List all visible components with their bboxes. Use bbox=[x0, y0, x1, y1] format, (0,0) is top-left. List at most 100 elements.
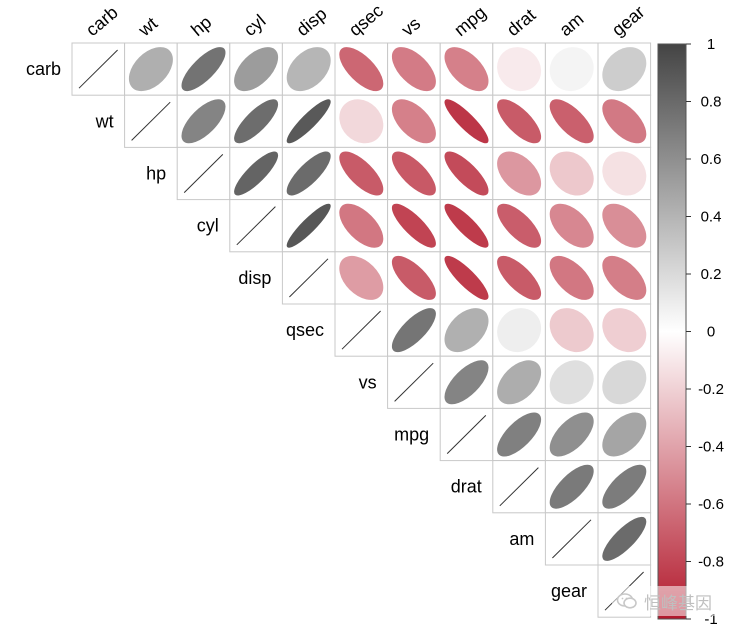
ellipse-drat-am bbox=[549, 464, 594, 509]
ellipse-vs-am bbox=[549, 360, 594, 405]
wechat-icon bbox=[616, 593, 637, 609]
ellipse-carb-qsec bbox=[339, 47, 384, 92]
ellipse-qsec-drat bbox=[497, 308, 542, 353]
colorbar-tick-label: 1 bbox=[707, 36, 715, 53]
diagonal-wt bbox=[131, 101, 171, 141]
ellipse-disp-vs bbox=[391, 255, 436, 300]
watermark-text: 恒峰基因 bbox=[644, 593, 712, 614]
ellipse-am-gear bbox=[602, 516, 647, 561]
colorbar-tick-label: -0.4 bbox=[698, 439, 724, 456]
ellipse-vs-drat bbox=[497, 360, 542, 405]
col-label-hp: hp bbox=[187, 12, 215, 40]
row-label-gear: gear bbox=[551, 581, 587, 601]
colorbar-tick-label: 0 bbox=[707, 324, 715, 341]
row-labels: carb wt hp cyl disp qsec vs mpg drat am gear bbox=[26, 59, 587, 601]
ellipse-carb-gear bbox=[602, 47, 647, 92]
ellipse-vs-mpg bbox=[444, 360, 489, 405]
ellipse-wt-cyl bbox=[234, 99, 279, 144]
row-label-wt: wt bbox=[95, 111, 114, 131]
row-label-drat: drat bbox=[451, 477, 482, 497]
ellipse-carb-mpg bbox=[444, 47, 489, 92]
row-label-disp: disp bbox=[238, 268, 271, 288]
row-label-hp: hp bbox=[146, 164, 166, 184]
col-label-am: am bbox=[555, 9, 587, 40]
row-label-mpg: mpg bbox=[394, 425, 429, 445]
ellipse-qsec-mpg bbox=[444, 308, 489, 353]
row-label-am: am bbox=[509, 529, 534, 549]
col-label-disp: disp bbox=[292, 4, 330, 41]
col-label-vs: vs bbox=[398, 13, 425, 40]
ellipse-cyl-am bbox=[549, 203, 594, 248]
colorbar-gradient bbox=[657, 43, 687, 620]
diagonal-drat bbox=[499, 467, 539, 507]
col-label-wt: wt bbox=[134, 13, 161, 41]
ellipse-carb-hp bbox=[181, 47, 226, 92]
ellipse-wt-mpg bbox=[444, 99, 489, 144]
ellipse-qsec-vs bbox=[391, 308, 436, 353]
ellipse-cyl-gear bbox=[602, 203, 647, 248]
ellipse-wt-gear bbox=[602, 99, 647, 144]
col-label-mpg: mpg bbox=[450, 2, 490, 40]
ellipse-hp-mpg bbox=[444, 151, 489, 196]
ellipse-wt-disp bbox=[286, 99, 331, 144]
column-labels: carb wt hp cyl disp qsec vs mpg drat am gear bbox=[82, 0, 648, 40]
ellipse-hp-am bbox=[549, 151, 594, 196]
ellipse-wt-hp bbox=[181, 99, 226, 144]
diagonal-qsec bbox=[341, 310, 381, 350]
diagonal-hp bbox=[183, 154, 224, 193]
ellipse-vs-gear bbox=[602, 360, 647, 405]
ellipse-hp-drat bbox=[497, 151, 542, 196]
ellipse-hp-qsec bbox=[339, 151, 384, 196]
row-label-carb: carb bbox=[26, 59, 61, 79]
ellipse-cyl-disp bbox=[286, 203, 331, 248]
ellipse-cyl-drat bbox=[497, 203, 542, 248]
ellipse-mpg-am bbox=[549, 412, 594, 457]
ellipse-wt-vs bbox=[391, 99, 436, 144]
col-label-drat: drat bbox=[503, 5, 540, 40]
ellipse-mpg-drat bbox=[497, 412, 542, 457]
ellipse-qsec-gear bbox=[602, 308, 647, 353]
ellipse-hp-vs bbox=[391, 151, 436, 196]
col-label-gear: gear bbox=[608, 2, 648, 40]
ellipse-wt-drat bbox=[497, 99, 542, 144]
col-label-cyl: cyl bbox=[240, 11, 270, 40]
ellipse-wt-am bbox=[549, 99, 594, 144]
ellipse-disp-qsec bbox=[339, 255, 384, 300]
ellipse-hp-disp bbox=[286, 151, 331, 196]
ellipse-cyl-mpg bbox=[444, 203, 489, 248]
diagonal-vs bbox=[394, 362, 434, 402]
colorbar-tick-label: -0.6 bbox=[698, 496, 724, 513]
colorbar-tick-label: -0.2 bbox=[698, 381, 724, 398]
ellipse-disp-mpg bbox=[444, 255, 489, 300]
col-label-qsec: qsec bbox=[345, 0, 387, 40]
ellipse-cyl-qsec bbox=[339, 203, 384, 248]
ellipse-carb-vs bbox=[391, 47, 436, 92]
ellipse-wt-qsec bbox=[339, 99, 384, 144]
diagonal-carb bbox=[78, 49, 118, 89]
matrix-cells bbox=[71, 42, 652, 618]
ellipse-drat-gear bbox=[602, 464, 647, 509]
ellipse-carb-wt bbox=[128, 47, 173, 92]
diagonal-am bbox=[552, 519, 592, 559]
diagonal-mpg bbox=[446, 415, 487, 454]
ellipse-carb-am bbox=[549, 47, 594, 92]
colorbar-tick-label: 0.8 bbox=[701, 94, 722, 111]
ellipse-disp-gear bbox=[602, 255, 647, 300]
ellipse-hp-gear bbox=[602, 151, 647, 196]
ellipse-disp-am bbox=[549, 255, 594, 300]
ellipse-disp-drat bbox=[497, 255, 542, 300]
ellipse-mpg-gear bbox=[602, 412, 647, 457]
colorbar-tick-label: 0.6 bbox=[701, 151, 722, 168]
colorbar-tick-label: 0.4 bbox=[701, 209, 722, 226]
row-label-vs: vs bbox=[359, 372, 377, 392]
col-label-carb: carb bbox=[82, 2, 122, 40]
ellipse-carb-disp bbox=[286, 47, 331, 92]
colorbar: 10.80.60.40.20-0.2-0.4-0.6-0.8-1 bbox=[657, 36, 724, 628]
row-label-qsec: qsec bbox=[286, 320, 324, 340]
ellipse-qsec-am bbox=[549, 308, 594, 353]
ellipse-carb-drat bbox=[497, 47, 542, 92]
ellipse-cyl-vs bbox=[391, 203, 436, 248]
diagonal-cyl bbox=[236, 206, 276, 246]
diagonal-disp bbox=[289, 258, 329, 298]
